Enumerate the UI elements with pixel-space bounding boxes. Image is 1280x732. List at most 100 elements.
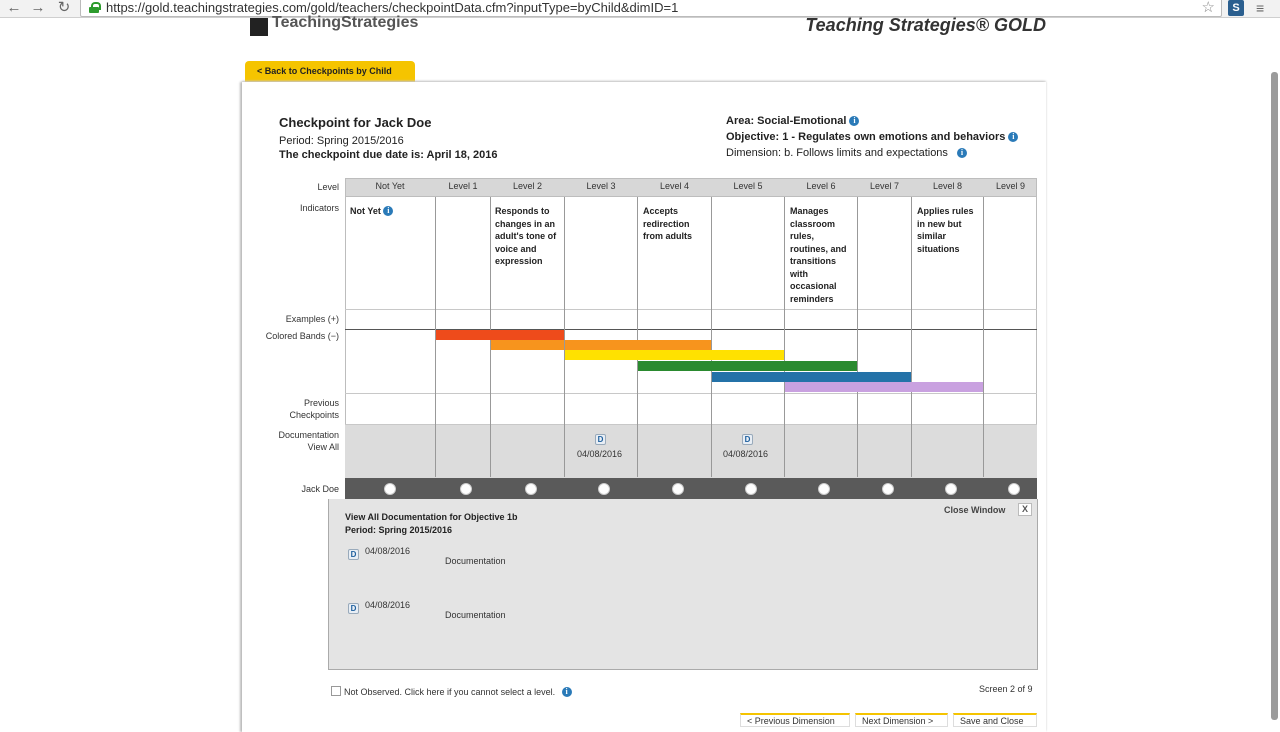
page-scrollbar[interactable]: [1271, 72, 1278, 720]
back-to-checkpoints-button[interactable]: < Back to Checkpoints by Child: [245, 61, 415, 83]
view-all-documentation-panel: [328, 499, 1038, 670]
color-band-orange: [565, 340, 711, 350]
level-radio-5[interactable]: [745, 483, 757, 495]
column-divider: [784, 197, 785, 477]
level-header-not-yet: Not Yet: [375, 181, 405, 191]
row-label-child: Jack Doe: [301, 484, 339, 494]
url-text: https://gold.teachingstrategies.com/gold…: [106, 0, 679, 15]
level-header-6: Level 6: [806, 181, 836, 191]
bookmark-star-icon[interactable]: ☆: [1201, 0, 1215, 16]
indicator-level-6: Manages classroom rules, routines, and t…: [790, 206, 847, 304]
dimension-label: Dimension: b. Follows limits and expecta…: [726, 147, 948, 159]
row-label-level: Level: [317, 182, 339, 192]
color-band-orange: [491, 340, 564, 350]
documentation-item-date: 04/08/2016: [365, 600, 411, 610]
save-and-close-button[interactable]: Save and Close: [953, 713, 1037, 727]
divider: [345, 309, 1037, 310]
level-header-8: Level 8: [932, 181, 963, 191]
extension-icon[interactable]: S: [1228, 0, 1244, 16]
indicator-level-4: Accepts redirection from adults: [643, 206, 693, 241]
level-radio-7[interactable]: [882, 483, 894, 495]
level-header-9: Level 9: [995, 181, 1026, 191]
level-radio-8[interactable]: [945, 483, 957, 495]
level-radio-6[interactable]: [818, 483, 830, 495]
column-divider: [435, 197, 436, 477]
forward-arrow-icon[interactable]: →: [30, 0, 46, 16]
level-radio-2[interactable]: [525, 483, 537, 495]
lock-icon: [89, 2, 101, 13]
color-band-green: [638, 361, 857, 371]
info-icon[interactable]: i: [561, 687, 572, 697]
color-band-yellow: [565, 350, 638, 360]
info-icon[interactable]: i: [383, 206, 394, 216]
documentation-icon[interactable]: D: [742, 434, 753, 445]
level-header-3: Level 3: [586, 181, 616, 191]
indicator-level-2: Responds to changes in an adult's tone o…: [495, 206, 557, 266]
browser-toolbar: ← → ↻ https://gold.teachingstrategies.co…: [0, 0, 1280, 18]
divider: [345, 329, 1037, 330]
column-divider: [983, 197, 984, 477]
level-radio-3[interactable]: [598, 483, 610, 495]
color-band-blue: [712, 372, 911, 382]
area-label: Area: Social-Emotional: [726, 115, 847, 127]
level-header-1: Level 1: [448, 181, 478, 191]
level-radio-not-yet[interactable]: [384, 483, 396, 495]
teaching-strategies-logo: TeachingStrategies: [272, 14, 419, 31]
documentation-icon[interactable]: D: [348, 549, 359, 560]
screen-counter: Screen 2 of 9: [979, 684, 1033, 694]
level-header-4: Level 4: [659, 181, 690, 191]
documentation-date: 04/08/2016: [723, 449, 769, 459]
period-text: Period: Spring 2015/2016: [279, 135, 404, 147]
column-divider: [711, 197, 712, 477]
dimension-text: Dimension: b. Follows limits and expecta…: [726, 147, 967, 159]
indicator-not-yet-label: Not Yet: [350, 206, 381, 216]
color-band-purple: [785, 382, 983, 392]
divider: [345, 424, 1037, 425]
divider: [345, 393, 1037, 394]
not-observed-checkbox[interactable]: [331, 686, 341, 696]
not-observed-label[interactable]: Not Observed. Click here if you cannot s…: [344, 687, 556, 697]
column-divider: [911, 197, 912, 477]
info-icon[interactable]: i: [1008, 132, 1019, 142]
info-icon[interactable]: i: [957, 148, 967, 158]
documentation-icon[interactable]: D: [595, 434, 606, 445]
row-label-previous-checkpoints: Previous Checkpoints: [289, 398, 339, 420]
colored-bands-toggle[interactable]: Colored Bands (−): [265, 331, 339, 341]
indicator-level-8: Applies rules in new but similar situati…: [917, 206, 974, 254]
view-all-period: Period: Spring 2015/2016: [345, 525, 453, 535]
documentation-date: 04/08/2016: [577, 449, 623, 459]
documentation-icon[interactable]: D: [348, 603, 359, 614]
level-radio-1[interactable]: [460, 483, 472, 495]
close-icon[interactable]: X: [1018, 503, 1032, 516]
view-all-title: View All Documentation for Objective 1b: [345, 512, 518, 522]
address-bar[interactable]: https://gold.teachingstrategies.com/gold…: [80, 0, 1222, 17]
back-arrow-icon[interactable]: ←: [6, 0, 22, 16]
column-divider: [564, 197, 565, 477]
row-label-indicators: Indicators: [299, 203, 339, 213]
teaching-strategies-logo-icon: [250, 18, 268, 36]
close-window-link[interactable]: Close Window: [944, 505, 1006, 515]
documentation-view-all-link[interactable]: Documentation View All: [278, 430, 339, 452]
level-radio-4[interactable]: [672, 483, 684, 495]
documentation-item-link[interactable]: Documentation: [445, 556, 506, 566]
area-text: Area: Social-Emotional i: [726, 115, 860, 127]
documentation-item-link[interactable]: Documentation: [445, 610, 506, 620]
documentation-row: [345, 425, 1037, 478]
level-radio-9[interactable]: [1008, 483, 1020, 495]
examples-toggle[interactable]: Examples (+): [285, 314, 339, 324]
column-divider: [857, 197, 858, 477]
indicator-not-yet: Not Yet i: [350, 205, 394, 218]
objective-text: Objective: 1 - Regulates own emotions an…: [726, 131, 1019, 143]
color-band-red: [436, 330, 564, 340]
level-header-7: Level 7: [869, 181, 900, 191]
documentation-item-date: 04/08/2016: [365, 546, 411, 556]
not-observed-text: Not Observed. Click here if you cannot s…: [344, 687, 572, 697]
next-dimension-button[interactable]: Next Dimension >: [855, 713, 948, 727]
browser-menu-icon[interactable]: ≡: [1256, 0, 1265, 16]
level-selector-bar: [345, 478, 1037, 499]
reload-icon[interactable]: ↻: [57, 0, 71, 16]
column-divider: [637, 197, 638, 477]
level-header-2: Level 2: [512, 181, 543, 191]
previous-dimension-button[interactable]: < Previous Dimension: [740, 713, 850, 727]
info-icon[interactable]: i: [849, 116, 860, 126]
